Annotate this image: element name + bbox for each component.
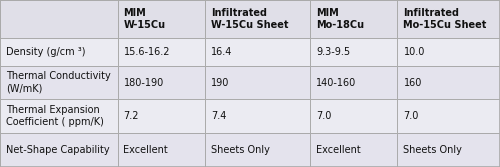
Text: MIM
Mo-18Cu: MIM Mo-18Cu xyxy=(316,8,364,30)
Text: 7.2: 7.2 xyxy=(124,111,139,121)
Text: Thermal Conductivity
(W/mK): Thermal Conductivity (W/mK) xyxy=(6,71,111,94)
Text: 140-160: 140-160 xyxy=(316,78,356,88)
Bar xyxy=(205,133,310,167)
Bar xyxy=(205,66,310,99)
Text: 160: 160 xyxy=(404,78,422,88)
Bar xyxy=(118,38,205,66)
Text: Thermal Expansion
Coefficient ( ppm/K): Thermal Expansion Coefficient ( ppm/K) xyxy=(6,105,104,127)
Text: 10.0: 10.0 xyxy=(404,47,425,57)
Bar xyxy=(0,99,118,133)
Bar xyxy=(0,38,118,66)
Bar xyxy=(0,133,118,167)
Bar xyxy=(118,133,205,167)
Text: MIM
W-15Cu: MIM W-15Cu xyxy=(124,8,166,30)
Bar xyxy=(310,66,398,99)
Bar xyxy=(310,133,398,167)
Text: 7.4: 7.4 xyxy=(211,111,226,121)
Bar xyxy=(205,0,310,38)
Text: Infiltrated
W-15Cu Sheet: Infiltrated W-15Cu Sheet xyxy=(211,8,288,30)
Text: Excellent: Excellent xyxy=(316,145,361,155)
Bar xyxy=(398,99,500,133)
Bar xyxy=(118,0,205,38)
Bar xyxy=(398,66,500,99)
Bar xyxy=(398,133,500,167)
Bar xyxy=(205,38,310,66)
Bar xyxy=(205,99,310,133)
Text: 15.6-16.2: 15.6-16.2 xyxy=(124,47,170,57)
Bar xyxy=(118,66,205,99)
Text: Sheets Only: Sheets Only xyxy=(404,145,462,155)
Text: 190: 190 xyxy=(211,78,230,88)
Bar xyxy=(118,99,205,133)
Text: 7.0: 7.0 xyxy=(404,111,419,121)
Text: Density (g/cm ³): Density (g/cm ³) xyxy=(6,47,86,57)
Text: Sheets Only: Sheets Only xyxy=(211,145,270,155)
Bar xyxy=(310,38,398,66)
Text: Net-Shape Capability: Net-Shape Capability xyxy=(6,145,110,155)
Bar xyxy=(398,38,500,66)
Bar xyxy=(398,0,500,38)
Bar xyxy=(310,0,398,38)
Text: 16.4: 16.4 xyxy=(211,47,233,57)
Text: 9.3-9.5: 9.3-9.5 xyxy=(316,47,350,57)
Bar xyxy=(0,0,118,38)
Text: 180-190: 180-190 xyxy=(124,78,164,88)
Text: Infiltrated
Mo-15Cu Sheet: Infiltrated Mo-15Cu Sheet xyxy=(404,8,487,30)
Text: Excellent: Excellent xyxy=(124,145,168,155)
Text: 7.0: 7.0 xyxy=(316,111,332,121)
Bar xyxy=(310,99,398,133)
Bar xyxy=(0,66,118,99)
